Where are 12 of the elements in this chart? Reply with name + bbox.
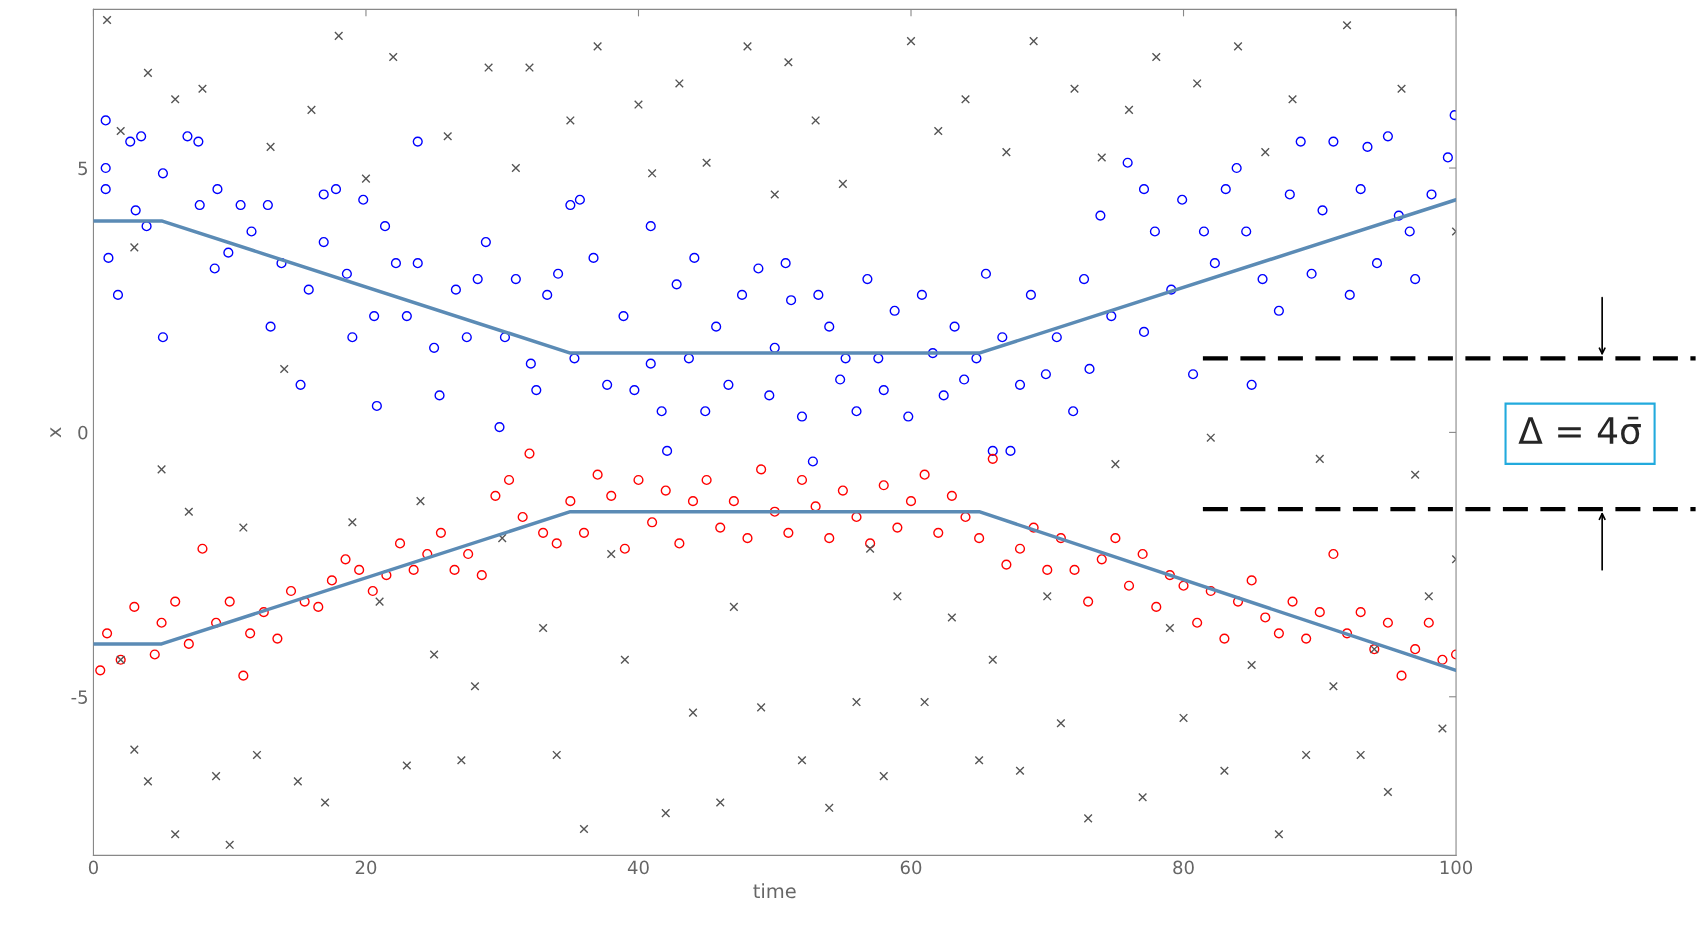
y-tick-label: 5 <box>78 161 88 176</box>
x-tick-label: 20 <box>355 860 377 875</box>
x-tick-label: 40 <box>627 860 649 875</box>
x-tick-label: 0 <box>88 860 98 875</box>
y-axis-title: x <box>50 427 61 438</box>
text: Δ = 4σ̄ <box>1518 416 1641 445</box>
x-tick-label: 80 <box>1173 860 1194 875</box>
y-tick-label: -5 <box>71 690 88 704</box>
x-tick-label: 100 <box>1440 860 1473 875</box>
x-axis-title: time <box>753 883 796 899</box>
x-tick-label: 60 <box>900 860 922 875</box>
y-tick-label: 0 <box>78 425 88 440</box>
